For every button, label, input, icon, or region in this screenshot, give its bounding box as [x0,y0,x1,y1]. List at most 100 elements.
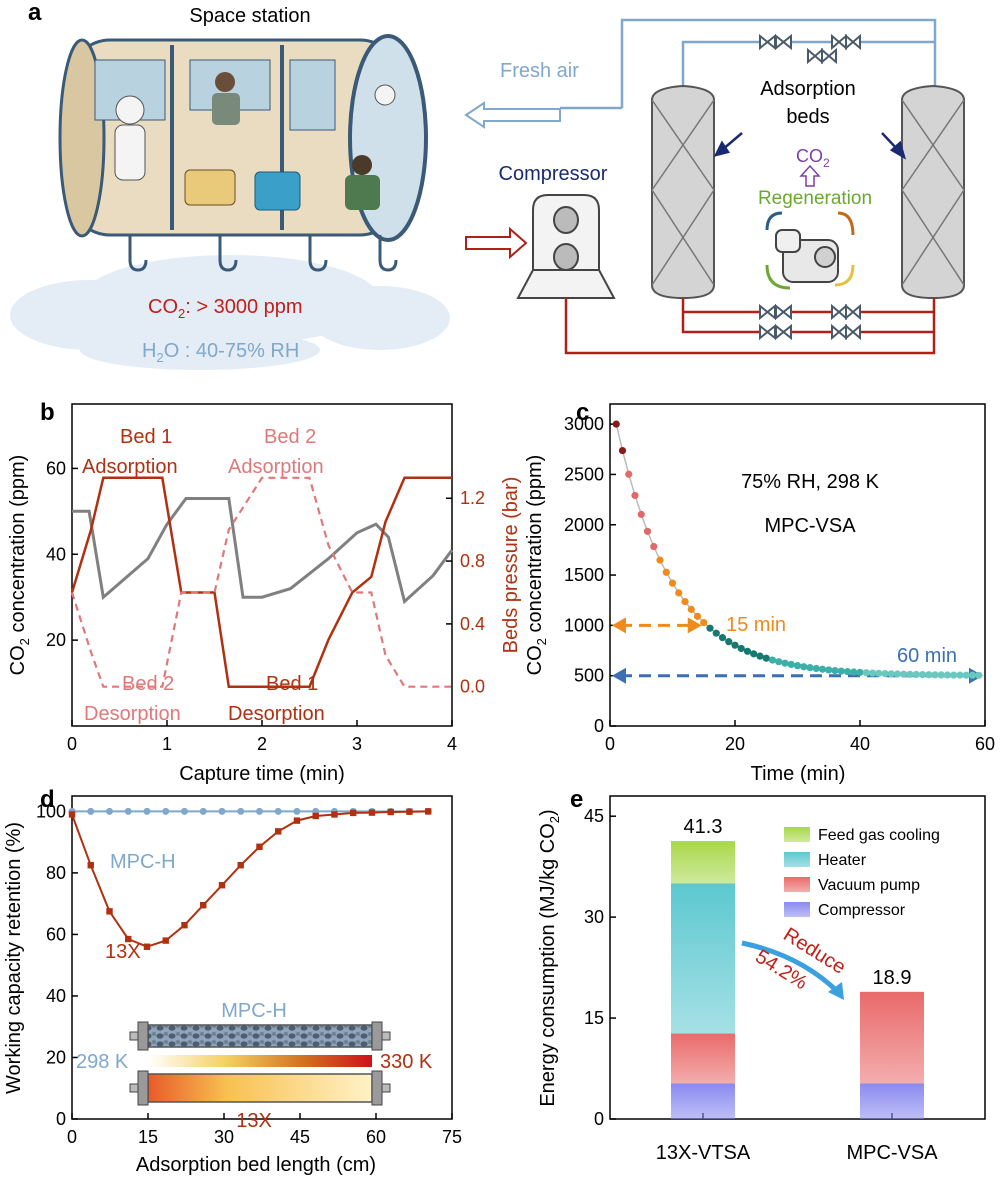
reduce-annotation: Reduce 54.2% [741,924,849,1000]
series-line-bed-1-pressure [70,476,452,688]
plot-d-mpc-label: MPC-H [110,851,176,873]
plot-d-13x-label: 13X [105,941,141,963]
cloud-illustration [10,255,450,370]
data-point [887,670,895,678]
adsorption-bed-right [901,84,965,300]
plot-c-ytick-label: 1500 [564,565,604,585]
plot-b-xlabel: Capture time (min) [179,763,345,785]
13x-point [200,902,207,909]
bar-segment-vacuum-pump [860,991,924,1084]
13x-point [387,808,394,816]
legend-swatch [784,827,810,842]
plot-c-ytick-label: 2000 [564,515,604,535]
plot-b-xtick-label: 0 [67,734,77,754]
data-point [656,556,664,564]
co2-value: : > 3000 ppm [185,296,302,318]
temperature-gradient-bar [148,1055,372,1067]
plot-c-ytick-label: 0 [594,716,604,736]
data-point [787,660,795,669]
inset-mpc-label: MPC-H [221,1000,287,1022]
plot-c-xtick-label: 60 [975,734,995,754]
compressor-illustration [516,194,616,299]
13x-point [368,809,376,816]
plot-d-ylabel: Working capacity retention (%) [3,822,25,1094]
beds-label-1: Adsorption [760,78,856,100]
plot-b-y2tick-label: 0.0 [460,677,485,697]
plot-c-xlabel: Time (min) [751,763,846,785]
plot-e-ytick-label: 15 [584,1008,604,1028]
plot-d-xtick-label: 75 [442,1127,462,1147]
plot-b-xtick-label: 1 [162,734,172,754]
data-point [693,612,702,620]
data-point [975,671,983,679]
plot-d-ytick-label: 100 [36,801,66,821]
data-point [968,671,977,679]
plot-b-y2label: Beds pressure (bar) [500,477,522,654]
plot-e-ytick-label: 0 [594,1109,604,1129]
data-point [700,618,708,627]
mpc-h-point [293,807,301,815]
bed2-des-line2: Desorption [84,703,181,725]
plot-c-xtick-label: 40 [850,734,870,754]
13x-point [256,843,263,850]
mpc-h-point [162,807,170,815]
plot-e-legend: Feed gas cooling Heater Vacuum pump Compres… [784,827,940,919]
mpc-h-point [180,807,188,815]
data-point [937,671,945,679]
co2-decay-curve [615,423,979,677]
data-point [831,666,839,675]
13x-point [424,808,432,815]
panel-b: b 0 1 2 3 4 20 40 60 0.0 0.4 0.8 1.2 Bed 1 Adsorpti… [7,399,522,785]
mpc-h-point [124,807,132,815]
legend-label: Compressor [818,902,906,919]
plot-c-xtick-label: 0 [605,734,615,754]
plot-c-60min-label: 60 min [897,645,957,667]
inset-temp-high: 330 K [380,1051,433,1073]
panel-a-letter: a [28,0,42,26]
data-point [868,669,877,677]
svg-text:CO2: > 3000 ppm: CO2: > 3000 ppm [148,296,303,321]
plot-c-ytick-label: 1000 [564,615,604,635]
data-point [931,671,939,679]
data-point [856,668,864,676]
data-point [762,654,770,662]
inset-mpc-bed [129,1021,391,1051]
13x-point [275,828,282,835]
data-point [687,605,695,613]
bar-segment-heater [671,883,735,1034]
plot-d-xtick-label: 0 [67,1127,77,1147]
bed2-ads-line1: Bed 2 [264,426,316,448]
plot-c-ytick-label: 2500 [564,464,604,484]
data-point [825,666,833,674]
data-point [681,597,689,606]
co2-out-sub: 2 [823,156,830,170]
data-point [737,644,745,653]
plot-b-ytick-label: 60 [46,458,66,478]
data-point [818,665,827,673]
fresh-air-label: Fresh air [500,60,579,82]
compressor-label: Compressor [499,163,608,185]
data-point [925,671,933,679]
co2-label: CO [148,296,178,318]
bar-segment-feed-gas-cooling [671,841,735,884]
inset-13x-bed [129,1070,391,1106]
plot-d-xtick-label: 30 [214,1127,234,1147]
data-point [712,629,720,637]
plot-e-xtick-label: MPC-VSA [846,1142,938,1164]
plot-b-ytick-label: 40 [46,544,66,564]
plot-e-ytick-label: 30 [584,907,604,927]
mpc-h-point [105,807,113,815]
plot-b-y2tick-label: 0.4 [460,614,485,634]
13x-point [181,922,188,929]
vacuum-pump-illustration [765,211,855,290]
plot-c-ylabel: CO2 concentration (ppm) [524,455,549,676]
data-point [943,671,952,679]
data-point [893,670,902,678]
data-point [625,470,633,478]
bar-total-label: 41.3 [684,816,723,838]
data-point [743,647,752,655]
data-point [637,510,645,518]
bed1-ads-line1: Bed 1 [120,426,172,448]
plot-b-series [70,476,454,688]
